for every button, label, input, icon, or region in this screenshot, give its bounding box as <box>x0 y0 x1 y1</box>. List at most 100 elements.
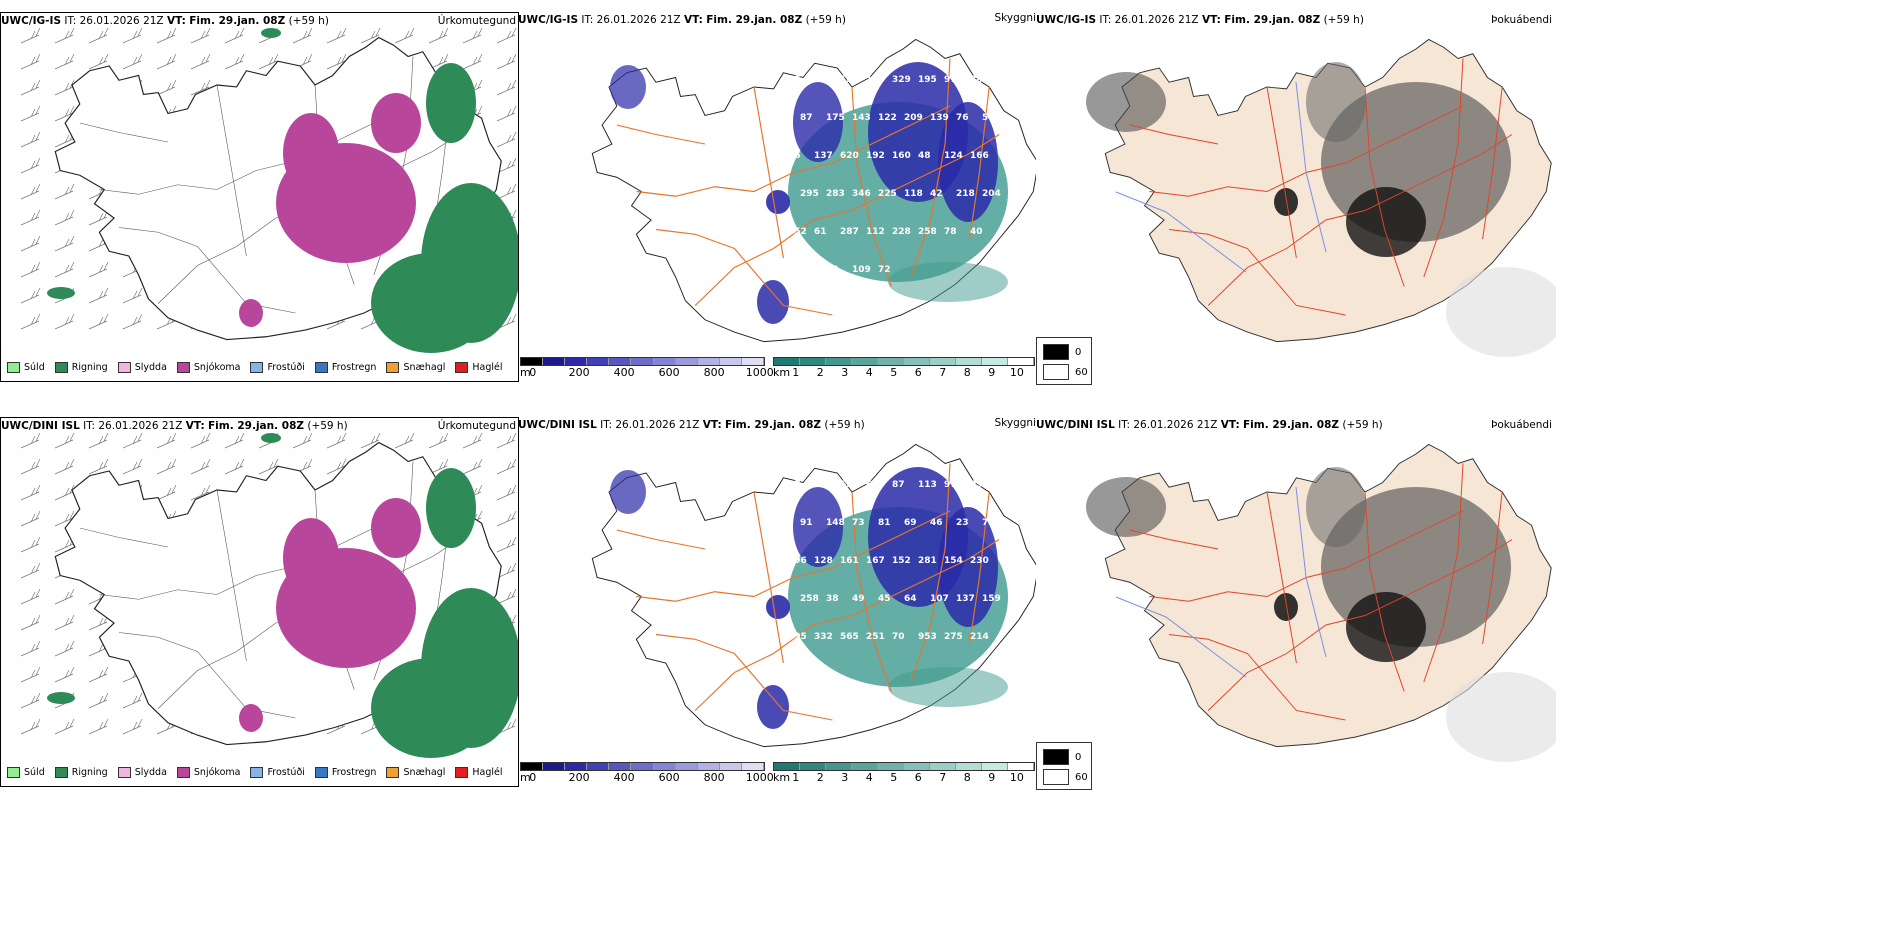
wind-barb-icon <box>122 313 143 330</box>
model-label: UWC/IG-IS <box>1 15 62 27</box>
fog-legend-item: 0 <box>1043 344 1091 360</box>
colorbar-tick: 0 <box>529 366 537 379</box>
fog-area <box>1086 477 1166 537</box>
cloud-base-label: 214 <box>970 632 989 642</box>
cloud-base-area <box>766 595 790 619</box>
colorbar-step <box>826 763 852 770</box>
init-time-label: IT: <box>83 420 96 432</box>
init-time-label: IT: <box>600 419 613 431</box>
colorbar-step <box>982 763 1008 770</box>
fog-area <box>1446 267 1556 357</box>
wind-barb-icon <box>326 458 347 475</box>
cloud-visibility-panel: 62 112 158 170 329 195 97 88 87 175 143 122 209 139 76… <box>518 12 1036 380</box>
legend-swatch <box>176 767 190 778</box>
colorbar-step <box>800 763 826 770</box>
precip-type-legend: Súld Rigning Slydda Snjókoma Frostúði Frostre… <box>7 362 503 373</box>
cloud-base-label: 953 <box>918 632 937 642</box>
wind-barb-icon <box>54 510 75 527</box>
cloud-base-label: 68 <box>866 480 879 490</box>
wind-barb-icon <box>54 209 75 226</box>
cloud-base-label: 175 <box>826 113 845 123</box>
wind-barb-icon <box>20 209 41 226</box>
river-network <box>1115 486 1327 678</box>
wind-barb-icon <box>20 484 41 501</box>
valid-time-label: VT: <box>683 14 703 26</box>
fog-area <box>1346 592 1426 662</box>
legend-label: Súld <box>24 362 45 373</box>
wind-barb-icon <box>122 287 143 304</box>
legend-label: 0 <box>1075 346 1082 358</box>
fog-indicator-panel: UWC/DINI ISL IT: 26.01.2026 21Z VT: Fim.… <box>1036 417 1556 785</box>
wind-barb-icon <box>54 313 75 330</box>
valid-time-label: VT: <box>702 419 722 431</box>
panel-title: Skyggni <box>994 417 1037 429</box>
colorbar-tick: 800 <box>703 366 725 379</box>
wind-barb-icon <box>496 588 517 605</box>
colorbar-step <box>1008 763 1034 770</box>
colorbar-step <box>697 763 720 770</box>
wind-barb-icon <box>496 53 517 70</box>
colorbar-step <box>587 763 610 770</box>
cloud-base-label: 122 <box>878 113 897 123</box>
legend-item: Haglél <box>455 362 503 373</box>
model-label: UWC/DINI ISL <box>1036 419 1115 431</box>
colorbar-tick: 2 <box>816 771 824 784</box>
wind-barb-icon <box>20 536 41 553</box>
legend-label: Frostregn <box>331 767 377 778</box>
cloud-base-label: 56 <box>788 151 801 161</box>
colorbar-step <box>1008 358 1034 365</box>
cloud-base-label: 346 <box>852 189 871 199</box>
legend-swatch <box>1043 364 1069 380</box>
cloud-base-area <box>793 82 843 162</box>
cloud-base-label: 64 <box>904 594 917 604</box>
wind-barb-icon <box>292 27 313 44</box>
legend-swatch <box>455 767 469 778</box>
valid-time-value: Fim. 29.jan. 08Z <box>208 420 304 432</box>
forecast-header: UWC/IG-IS IT: 26.01.2026 21Z VT: Fim. 29… <box>1036 14 1364 26</box>
forecast-header: UWC/IG-IS IT: 26.01.2026 21Z VT: Fim. 29… <box>1 15 329 27</box>
colorbar-step <box>521 763 544 770</box>
wind-barb-icon <box>20 53 41 70</box>
wind-barb-icon <box>224 53 245 70</box>
cloud-base-label: 148 <box>826 518 845 528</box>
legend-label: Slydda <box>134 767 167 778</box>
legend-swatch <box>250 362 264 373</box>
colorbar-tick: 5 <box>890 771 898 784</box>
cloud-base-label: 258 <box>918 227 937 237</box>
wind-barb-icon <box>122 692 143 709</box>
rain-area <box>371 658 491 758</box>
wind-barb-icon <box>190 458 211 475</box>
legend-item: Frostúði <box>250 767 305 778</box>
legend-swatch <box>386 767 400 778</box>
cloud-base-area <box>610 470 646 514</box>
precip-type-panel: UWC/IG-IS IT: 26.01.2026 21Z VT: Fim. 29… <box>0 12 519 382</box>
cloud-base-label: 196 <box>788 556 807 566</box>
cloud-base-area <box>938 102 998 222</box>
wind-barb-icon <box>20 666 41 683</box>
init-time-value: 26.01.2026 21Z <box>98 420 183 432</box>
legend-label: Snæhagl <box>403 362 446 373</box>
wind-barb-icon <box>496 432 517 449</box>
cloud-base-label: 112 <box>866 227 885 237</box>
legend-item: Snjókoma <box>176 362 240 373</box>
wind-barb-icon <box>88 27 109 44</box>
precip-type-panel: UWC/DINI ISL IT: 26.01.2026 21Z VT: Fim.… <box>0 417 519 787</box>
wind-barb-icon <box>20 261 41 278</box>
wind-barb-icon <box>360 432 381 449</box>
colorbar-unit: m <box>520 366 531 379</box>
rain-area <box>47 287 75 299</box>
visibility-colorbar: km 1 2 3 4 5 6 7 8 9 10 <box>773 357 1035 380</box>
legend-item: Súld <box>7 362 45 373</box>
colorbar-step <box>904 358 930 365</box>
colorbar-tick: 200 <box>568 366 590 379</box>
cloud-base-label: 88 <box>970 75 983 85</box>
panel-title: Úrkomutegund <box>437 15 516 27</box>
cloud-base-area <box>757 280 789 324</box>
wind-barb-icon <box>20 510 41 527</box>
wind-barb-icon <box>394 27 415 44</box>
cloud-base-label: 161 <box>840 556 859 566</box>
colorbar-step <box>930 763 956 770</box>
wind-barb-icon <box>54 666 75 683</box>
lead-time: (+59 h) <box>1342 419 1383 431</box>
wind-barb-icon <box>20 614 41 631</box>
